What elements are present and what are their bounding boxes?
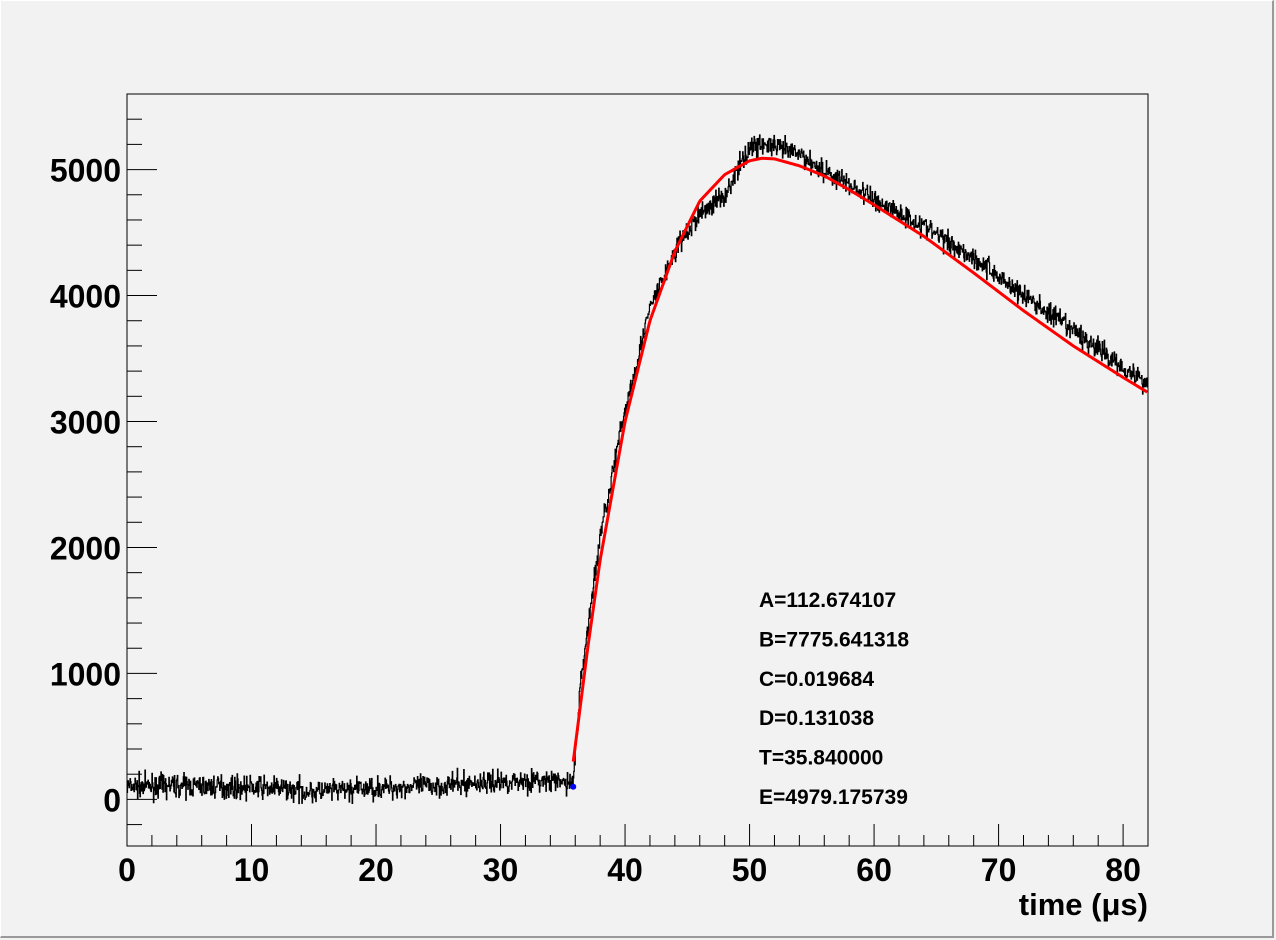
fit-parameter-label: T=35.840000 [759, 747, 883, 770]
fit-parameter-label: A=112.674107 [759, 589, 896, 612]
y-tick-label: 5000 [50, 153, 121, 189]
x-tick-label: 20 [358, 852, 394, 888]
fit-parameter-label: B=7775.641318 [759, 628, 909, 651]
y-axis-ticks [127, 169, 157, 800]
y-tick-label: 2000 [50, 530, 121, 566]
x-tick-label: 0 [118, 852, 136, 888]
fit-parameter-label: D=0.131038 [759, 707, 874, 730]
x-tick-label: 60 [856, 852, 892, 888]
x-tick-label: 30 [483, 852, 519, 888]
x-axis-ticks [126, 824, 1124, 846]
x-tick-labels: 0 10 20 30 40 50 60 70 80 [118, 852, 1141, 888]
x-tick-label: 80 [1105, 852, 1141, 888]
y-tick-label: 3000 [50, 405, 121, 441]
x-tick-label: 50 [732, 852, 768, 888]
x-tick-label: 10 [234, 852, 270, 888]
y-tick-label: 0 [103, 782, 121, 818]
fit-parameter-label: C=0.019684 [759, 668, 874, 691]
start-marker [570, 783, 577, 790]
x-axis-title: time (μs) [1019, 887, 1148, 922]
x-tick-label: 40 [607, 852, 643, 888]
plot-frame [126, 93, 1149, 847]
fit-parameters: A=112.674107 B=7775.641318 C=0.019684 D=0.1… [759, 589, 909, 809]
x-tick-label: 70 [981, 852, 1017, 888]
y-tick-labels: 0 1000 2000 3000 4000 5000 [50, 153, 121, 819]
y-tick-label: 1000 [50, 656, 121, 692]
fit-curve [571, 156, 1149, 762]
minor-ticks [127, 93, 1149, 846]
y-tick-label: 4000 [50, 279, 121, 315]
fit-parameter-label: E=4979.175739 [759, 786, 908, 809]
